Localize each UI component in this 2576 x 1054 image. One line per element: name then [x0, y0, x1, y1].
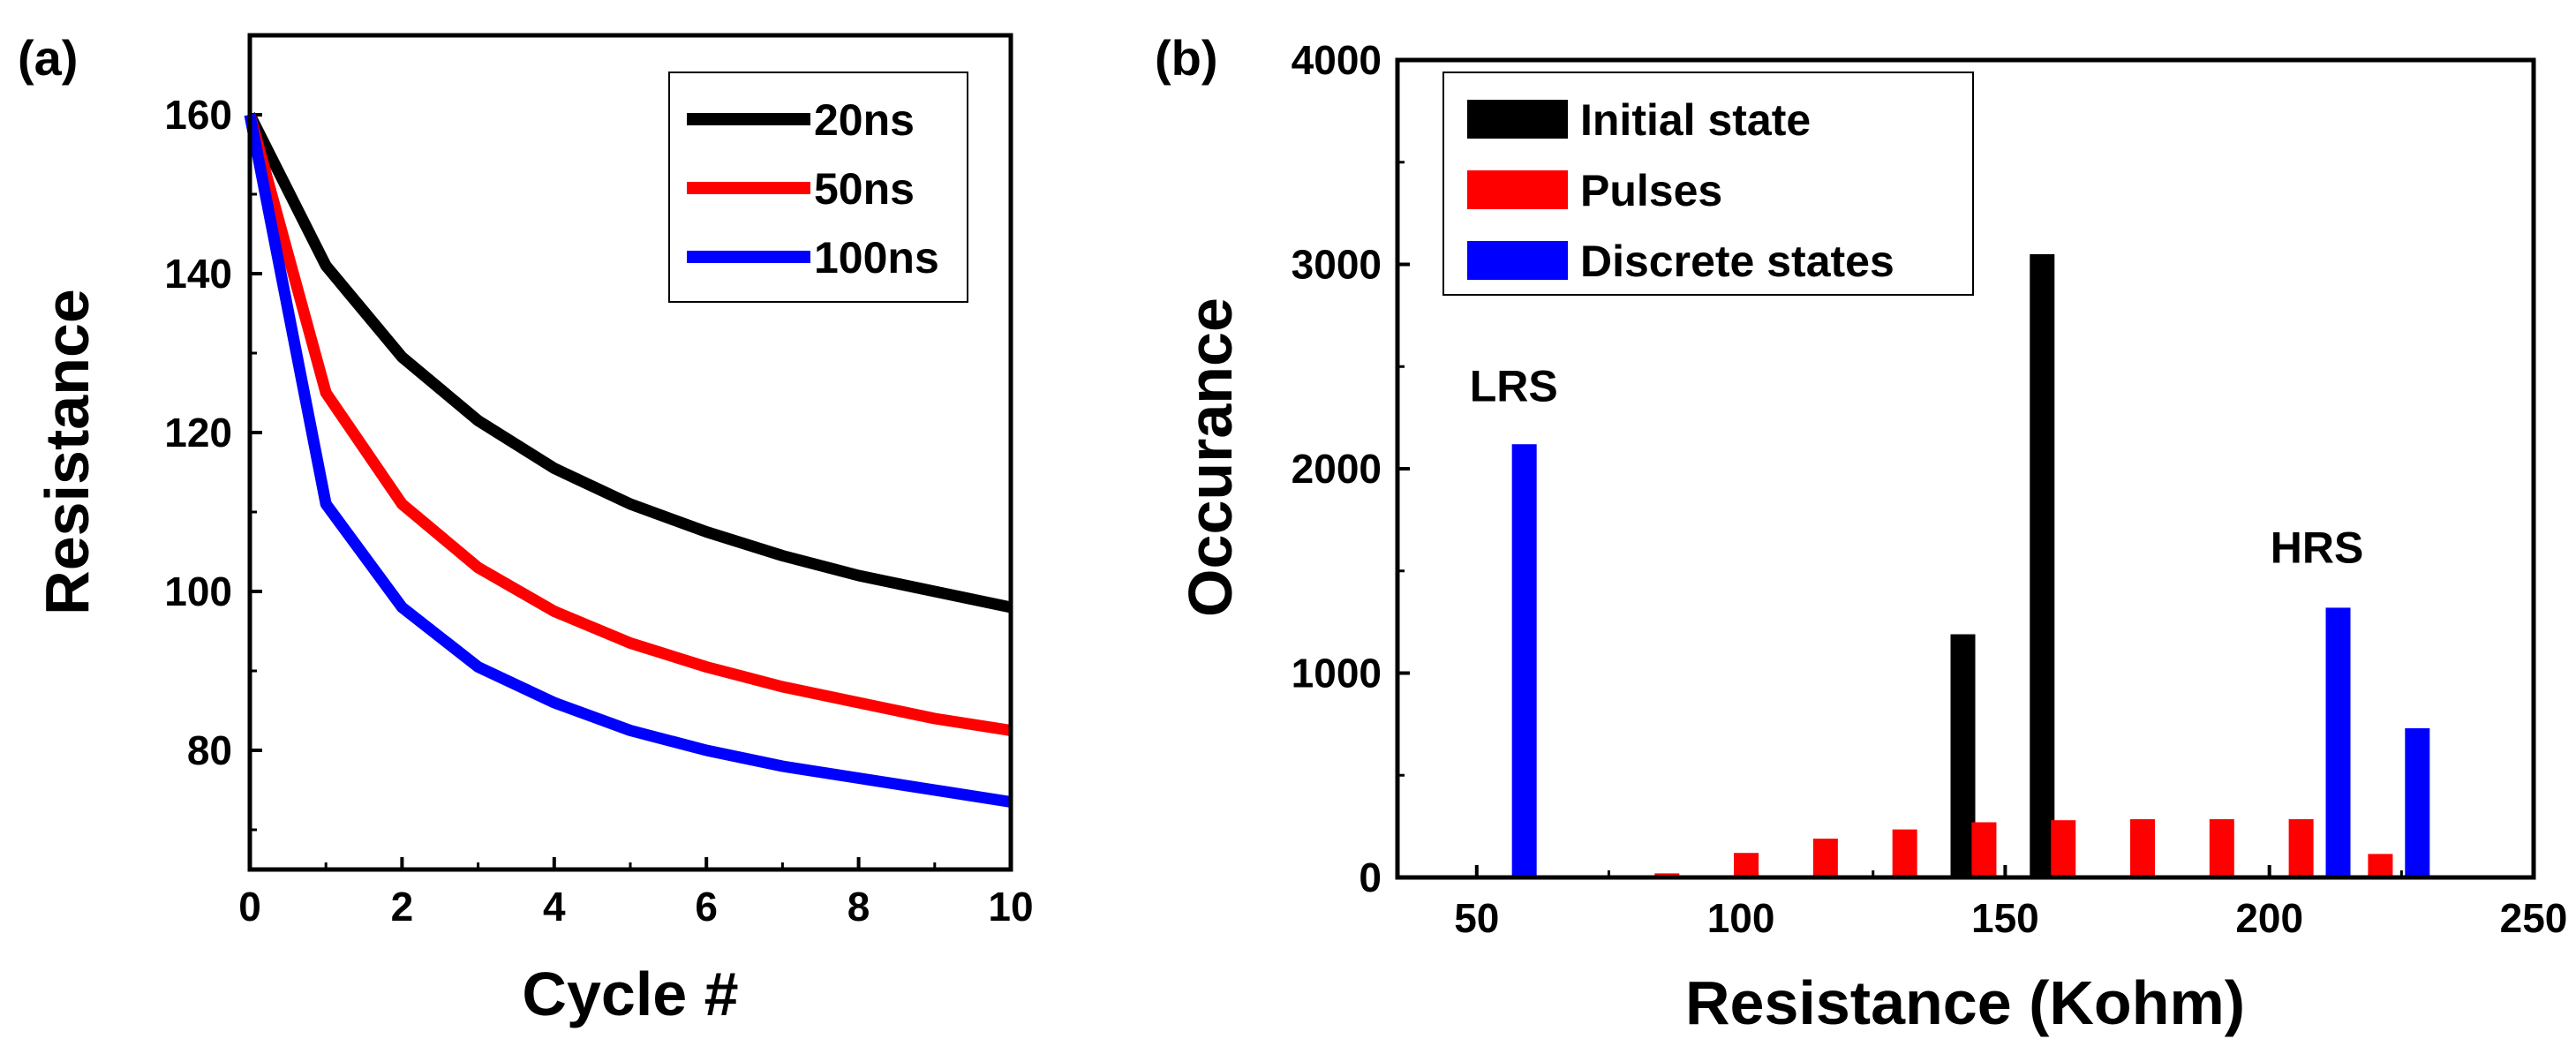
panel-b-legend: Initial state Pulses Discrete states [1442, 72, 1974, 296]
panel-a-x-tick-label: 10 [988, 884, 1033, 930]
panel-b-y-tick-label: 4000 [1292, 37, 1382, 83]
panel-b-bar [1950, 634, 1976, 877]
panel-b-ticks: 50 100 150 200 250 0 1000 2000 3000 4000 [1292, 37, 2568, 941]
panel-a-series-line [244, 113, 1013, 736]
panel-a-y-axis-label: Resistance [33, 289, 102, 615]
panel-a-x-tick-label: 4 [543, 884, 566, 930]
panel-b-plot-frame [1395, 57, 2536, 880]
panel-a-y-tick-label: 100 [164, 568, 232, 614]
panel-b-label: (b) [1155, 30, 1218, 86]
panel-b-bar [2209, 819, 2234, 877]
panel-b-legend-label: Discrete states [1580, 237, 1894, 286]
panel-b-annotations: LRS HRS [1470, 362, 2364, 573]
panel-b-bar [1971, 822, 1997, 877]
panel-b-legend-label: Initial state [1580, 95, 1811, 145]
panel-b-y-tick-label: 3000 [1292, 242, 1382, 288]
panel-a-x-tick-label: 2 [391, 884, 414, 930]
panel-b-bar [1812, 839, 1838, 877]
panel-b-annotation: LRS [1470, 362, 1558, 411]
panel-b-legend-swatch [1467, 170, 1568, 209]
panel-a-legend-label: 50ns [814, 164, 915, 214]
panel-b-x-tick-label: 50 [1454, 895, 1499, 941]
panel-a-x-tick-label: 0 [238, 884, 261, 930]
panel-b-bar-chart: (b) 50 100 150 200 250 0 1000 2000 3000 4000 LRS H… [1155, 30, 2567, 1037]
panel-b-bar [1892, 829, 1917, 877]
panel-b-bar [2051, 820, 2076, 877]
panel-b-y-tick-label: 0 [1359, 854, 1382, 900]
panel-b-y-tick-label: 2000 [1292, 446, 1382, 492]
panel-a-y-tick-label: 80 [187, 727, 232, 773]
panel-a-legend: 20ns 50ns 100ns [668, 72, 968, 303]
panel-b-bar [2405, 728, 2430, 877]
panel-b-bar [2130, 819, 2156, 877]
panel-b-annotation: HRS [2271, 523, 2364, 572]
panel-a-ticks: 0 2 4 6 8 10 80 100 120 140 160 [164, 92, 1033, 930]
panel-b-x-axis-label: Resistance (Kohm) [1685, 968, 2245, 1037]
panel-b-x-tick-label: 100 [1707, 895, 1775, 941]
panel-b-bars [1511, 253, 2430, 877]
panel-b-x-tick-label: 200 [2235, 895, 2303, 941]
panel-b-legend-label: Pulses [1580, 166, 1722, 215]
panel-a-y-tick-label: 120 [164, 410, 232, 455]
panel-a-x-tick-label: 6 [695, 884, 718, 930]
panel-a-y-tick-label: 140 [164, 251, 232, 297]
panel-b-legend-swatch [1467, 100, 1568, 139]
panel-a-series-line [245, 112, 1013, 614]
panel-b-y-axis-label: Occurance [1176, 297, 1245, 617]
panel-b-bar [2368, 854, 2393, 877]
panel-b-bar [1511, 444, 1537, 877]
panel-b-bar [2288, 819, 2314, 877]
panel-a-plot-frame [247, 33, 1013, 872]
panel-a-legend-label: 20ns [814, 95, 915, 145]
panel-a-legend-label: 100ns [814, 233, 939, 282]
panel-a-x-axis-label: Cycle # [522, 960, 738, 1028]
panel-b-x-tick-label: 250 [2500, 895, 2568, 941]
panel-a-y-tick-label: 160 [164, 92, 232, 138]
panel-b-bar [1734, 853, 1759, 877]
panel-a-series-lines [244, 112, 1013, 808]
panel-a-series-line [244, 113, 1013, 808]
panel-b-y-tick-label: 1000 [1292, 651, 1382, 696]
panel-b-bar [2325, 607, 2351, 877]
panel-a-label: (a) [18, 30, 78, 86]
panel-b-bar [2030, 253, 2055, 877]
panel-b-x-tick-label: 150 [1971, 895, 2039, 941]
panel-a-x-tick-label: 8 [847, 884, 870, 930]
panel-b-legend-swatch [1467, 241, 1568, 280]
